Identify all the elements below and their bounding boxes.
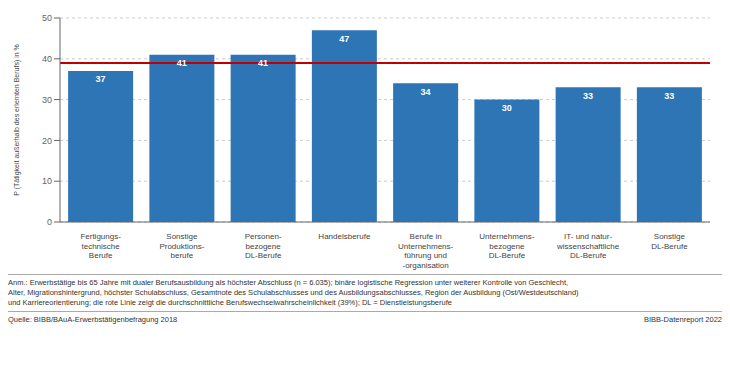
svg-text:Berufe inUnternehmens-führung: Berufe inUnternehmens-führung und-organi… bbox=[398, 232, 453, 270]
svg-text:33: 33 bbox=[583, 91, 593, 101]
html-text:Alter, Migrationshintergrund,: Alter, Migrationshintergrund, höchster S… bbox=[8, 288, 579, 297]
svg-text:Fertigungs-technischeBerufe: Fertigungs-technischeBerufe bbox=[80, 232, 121, 260]
html-text:BIBB-Datenreport 2022: BIBB-Datenreport 2022 bbox=[644, 315, 722, 324]
svg-text:Handelsberufe: Handelsberufe bbox=[318, 232, 371, 241]
svg-text:50: 50 bbox=[42, 13, 52, 23]
html-text:Quelle: BIBB/BAuA-Erwerbstätig: Quelle: BIBB/BAuA-Erwerbstätigenbefragun… bbox=[8, 315, 178, 324]
svg-text:33: 33 bbox=[664, 91, 674, 101]
html-text:Anm.: Erwerbstätige bis 65 Jah: Anm.: Erwerbstätige bis 65 Jahre mit dua… bbox=[8, 278, 569, 287]
svg-text:41: 41 bbox=[177, 58, 187, 68]
svg-text:41: 41 bbox=[258, 58, 268, 68]
svg-text:47: 47 bbox=[339, 34, 349, 44]
svg-text:34: 34 bbox=[421, 87, 431, 97]
svg-text:40: 40 bbox=[42, 54, 52, 64]
svg-text:Personen-bezogeneDL-Berufe: Personen-bezogeneDL-Berufe bbox=[245, 232, 282, 260]
svg-text:30: 30 bbox=[502, 103, 512, 113]
svg-text:20: 20 bbox=[42, 136, 52, 146]
svg-text:IT- und natur-wissenschaftlich: IT- und natur-wissenschaftlicheDL-Berufe bbox=[556, 232, 620, 260]
svg-text:P (Tätigkeit außerhalb des erl: P (Tätigkeit außerhalb des erlernten Ber… bbox=[13, 44, 21, 196]
svg-text:SonstigeProduktions-berufe: SonstigeProduktions-berufe bbox=[159, 232, 204, 260]
svg-text:SonstigeDL-Berufe: SonstigeDL-Berufe bbox=[651, 232, 688, 251]
svg-text:10: 10 bbox=[42, 176, 52, 186]
svg-text:Unternehmens-bezogeneDL-Berufe: Unternehmens-bezogeneDL-Berufe bbox=[479, 232, 534, 260]
svg-text:0: 0 bbox=[47, 217, 52, 227]
svg-text:30: 30 bbox=[42, 95, 52, 105]
svg-text:37: 37 bbox=[96, 74, 106, 84]
html-text:und Karriereorientierung; die: und Karriereorientierung; die rote Linie… bbox=[8, 298, 452, 307]
